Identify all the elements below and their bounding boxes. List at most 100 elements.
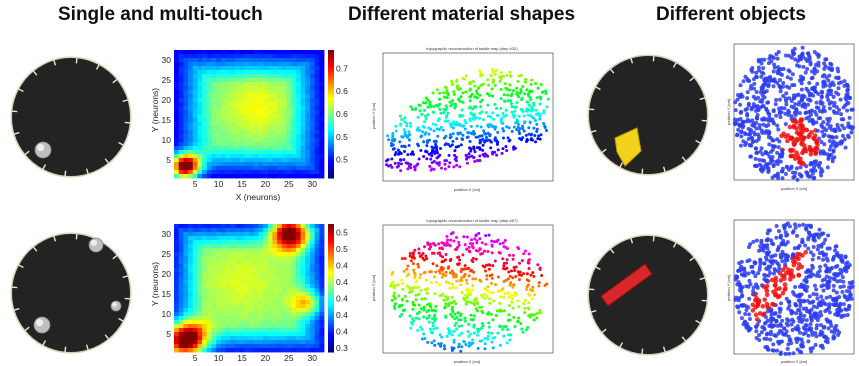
heatmap-cell (225, 118, 231, 123)
heatmap-cell (220, 66, 226, 71)
blue-point (783, 122, 788, 127)
scatter-point (484, 111, 488, 115)
scatter-point (394, 124, 398, 128)
scatter-point (538, 137, 542, 141)
scatter-point (454, 321, 458, 325)
board-clip (662, 166, 666, 173)
scatter-point (544, 128, 548, 132)
heatmap-cell (267, 224, 273, 229)
heatmap-cell (267, 66, 273, 71)
scatter-point (487, 325, 491, 329)
heatmap-cell (253, 166, 259, 171)
colorbar-segment (328, 143, 334, 147)
heatmap-cell (244, 228, 250, 233)
scatter-point (421, 256, 425, 260)
blue-point (770, 78, 775, 83)
heatmap-cell (239, 130, 245, 135)
blue-point (770, 261, 775, 266)
heatmap-cell (230, 312, 236, 317)
heatmap-cell (277, 280, 283, 285)
heatmap-cell (188, 320, 194, 325)
heatmap-cell (225, 288, 231, 293)
scatter-point (491, 78, 495, 82)
board-clip (42, 164, 47, 171)
heatmap-cell (249, 308, 255, 313)
heatmap-cell (309, 284, 316, 289)
heatmap-cell (230, 162, 236, 167)
heatmap-cell (197, 236, 203, 241)
scatter-point (453, 312, 457, 316)
scatter-point (544, 89, 548, 93)
heatmap-cells (174, 50, 325, 179)
heatmap-cell (305, 248, 311, 253)
scatter-point (434, 142, 438, 146)
heatmap-cell (178, 102, 184, 107)
blue-point (839, 117, 844, 122)
heatmap-cell (253, 134, 259, 139)
heatmap-cell (216, 122, 222, 127)
heatmap-cell (244, 66, 250, 71)
heatmap-cell (192, 264, 198, 269)
heatmap-cell (206, 308, 212, 313)
heatmap-cell (225, 248, 231, 253)
blue-point (774, 113, 779, 118)
heatmap-cell (253, 340, 259, 345)
heatmap-cell (309, 268, 316, 273)
heatmap-cell (295, 78, 301, 83)
scatter-point (462, 274, 466, 278)
heatmap-cell (211, 340, 217, 345)
scatter-point (418, 254, 422, 258)
blue-point (818, 332, 823, 337)
scatter-point (483, 154, 487, 158)
heatmap-cell (319, 126, 325, 131)
heatmap-cell (225, 158, 231, 163)
scatter-point (424, 101, 428, 105)
blue-point (764, 257, 769, 262)
blue-point (771, 163, 776, 168)
heatmap-cell (305, 268, 311, 273)
heatmap-cell (267, 102, 273, 107)
heatmap-cell (197, 256, 203, 261)
scatter-point (529, 288, 533, 292)
heatmap-cell (305, 142, 311, 147)
heatmap-cell (267, 90, 273, 95)
heatmap-cell (197, 126, 203, 131)
heatmap-cell (220, 292, 226, 297)
heatmap-cell (253, 348, 259, 353)
blue-point (825, 92, 830, 97)
heatmap-cell (230, 288, 236, 293)
scatter-point (421, 101, 425, 105)
blue-point (819, 94, 824, 99)
scatter-point (405, 299, 409, 303)
scatter-point (527, 258, 531, 262)
heatmap-cell (314, 316, 320, 321)
heatmap-cell (174, 268, 180, 273)
scatter-point (445, 334, 449, 338)
heatmap-cell (286, 158, 292, 163)
heatmap-cell (230, 106, 236, 111)
heatmap-cell (206, 340, 212, 345)
heatmap-cell (300, 276, 306, 281)
board-clip (689, 76, 695, 82)
heatmap-cell (309, 236, 316, 241)
blue-point (820, 90, 825, 95)
heatmap-cell (188, 98, 194, 103)
heatmap-cell (216, 78, 222, 83)
colorbar-segment (328, 268, 334, 272)
heatmap-cell (249, 150, 255, 155)
colorbar-segment (328, 345, 334, 349)
heatmap-cell (286, 90, 292, 95)
heatmap-cell (263, 332, 269, 337)
heatmap-cell (225, 78, 231, 83)
heatmap-cell (300, 264, 306, 269)
heatmap-cell (295, 146, 301, 151)
scatter-point (438, 246, 442, 250)
heatmap-cell (192, 82, 198, 87)
heatmap-cell (286, 118, 292, 123)
heatmap-cell (263, 110, 269, 115)
blue-point (786, 113, 791, 118)
scatter-point (429, 157, 433, 161)
scatter-point (513, 325, 517, 329)
heatmap-cell (295, 126, 301, 131)
heatmap-cell (281, 320, 287, 325)
